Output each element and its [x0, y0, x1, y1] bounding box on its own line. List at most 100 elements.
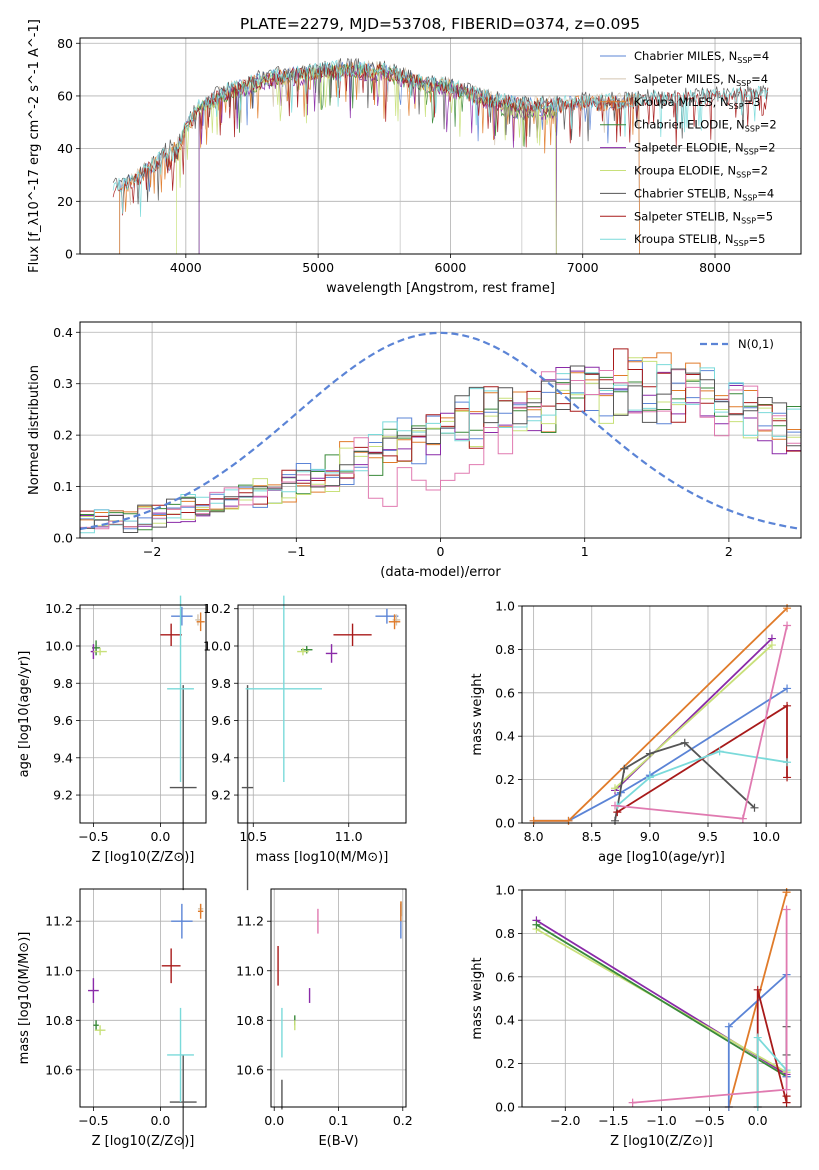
y-tick-label: 40	[57, 141, 73, 156]
axes-frame	[79, 37, 802, 255]
weight-marker	[783, 701, 792, 710]
y-tick-label: 9.2	[53, 788, 73, 803]
error-bar-point	[171, 903, 193, 939]
y-tick-label: 10.8	[45, 1013, 73, 1028]
error-bar-point	[241, 685, 254, 891]
y-tick-label: 80	[57, 36, 73, 51]
y-tick-label: 0.2	[495, 772, 515, 787]
error-bar-point	[93, 1020, 99, 1031]
error-bar-point	[169, 685, 197, 891]
y-tick-label: 10.0	[45, 638, 73, 653]
error-bar-point	[160, 623, 182, 646]
error-bar-point	[94, 1025, 106, 1036]
x-tick-label: −0.5	[78, 1113, 108, 1128]
y-tick-label: 9.2	[211, 788, 231, 803]
y-axis-label: age [log10(age/yr)]	[17, 651, 32, 778]
weight-marker	[753, 985, 762, 994]
y-tick-label: 0.6	[495, 969, 515, 984]
plot-area: N(0,1)	[79, 331, 802, 534]
axes-frame	[79, 888, 207, 1108]
x-tick-label: 10.5	[239, 829, 267, 844]
error-bar-point	[333, 623, 372, 646]
y-tick-label: 0.1	[53, 479, 73, 494]
spectrum-line	[119, 61, 640, 255]
y-tick-label: 0.4	[495, 1013, 515, 1028]
plot-area	[529, 604, 792, 825]
y-tick-label: 0.8	[495, 926, 515, 941]
residual-histogram	[80, 348, 801, 528]
weight-marker	[680, 738, 689, 747]
axes-frame	[270, 888, 407, 1108]
panel-mass-vs-Z: −0.5 0.0 10.6 10.8 11.0 11.2 Z [log10(Z/Z⊙)] ma…	[17, 888, 207, 1150]
y-tick-label: 0.4	[495, 729, 515, 744]
y-tick-label: 10.6	[236, 1062, 264, 1077]
axes-frame	[521, 889, 802, 1108]
x-tick-label: −0.5	[78, 829, 108, 844]
legend-label: Salpeter STELIB, NSSP=5	[634, 209, 773, 225]
y-tick-label: 10.2	[45, 601, 73, 616]
plot-area	[532, 888, 791, 1111]
weight-series	[529, 604, 792, 825]
y-tick-label: 0.6	[495, 685, 515, 700]
x-tick-label: 0	[437, 544, 445, 559]
error-bar-point	[297, 647, 309, 656]
y-tick-label: 11.0	[45, 963, 73, 978]
error-bar-point	[161, 948, 181, 984]
y-axis-label: mass weight	[470, 673, 485, 755]
y-tick-label: 0.4	[53, 325, 73, 340]
weight-marker	[783, 758, 792, 767]
plot-area	[88, 903, 204, 1150]
y-axis-label: mass weight	[470, 957, 485, 1039]
error-bar-point	[169, 1054, 197, 1150]
weight-marker	[620, 764, 629, 773]
weight-marker	[532, 920, 541, 929]
panel-age-vs-Z: −0.5 0.0 9.2 9.4 9.6 9.8 10.0 10.2 Z [log10(Z/Z⊙…	[17, 595, 207, 891]
y-axis-label: mass [log10(M/M⊙)]	[17, 932, 32, 1065]
axes-frame	[521, 605, 802, 824]
y-tick-label: 9.8	[211, 676, 231, 691]
y-tick-label: 10.2	[203, 601, 231, 616]
y-tick-label: 1.0	[495, 883, 515, 898]
x-tick-label: 2	[725, 544, 733, 559]
weight-marker	[724, 1022, 733, 1031]
axes-frame	[79, 321, 802, 539]
gridlines	[271, 889, 406, 1107]
x-axis-label: mass [log10(M/M⊙)]	[256, 850, 389, 865]
panel-spectrum: 4000 5000 6000 7000 8000 0 20 40 60 80 Chabrier MI…	[27, 19, 802, 296]
x-tick-label: 9.0	[640, 829, 660, 844]
x-tick-label: 8.5	[582, 829, 602, 844]
x-tick-label: −1	[287, 544, 305, 559]
y-tick-label: 1.0	[495, 599, 515, 614]
panel-mass-weight-vs-age: 8.0 8.5 9.0 9.5 10.0 0.0 0.2 0.4 0.6 0.8 1.0 age [l…	[470, 599, 802, 865]
y-tick-label: 0.0	[495, 816, 515, 831]
weight-line	[533, 687, 788, 822]
weight-marker	[645, 749, 654, 758]
weight-marker	[611, 816, 619, 825]
x-tick-label: −1.5	[598, 1113, 628, 1128]
x-tick-label: 8.0	[524, 829, 544, 844]
plot-area	[241, 595, 401, 891]
x-tick-label: 0.0	[748, 1113, 768, 1128]
gridlines	[238, 605, 406, 823]
error-bar-point	[197, 903, 204, 919]
panel-mass-vs-EBV: 0.0 0.1 0.2 10.6 10.8 11.0 11.2 E(B-V)	[236, 888, 413, 1149]
y-tick-label: 60	[57, 88, 73, 103]
figure-title: PLATE=2279, MJD=53708, FIBERID=0374, z=0…	[240, 15, 640, 33]
x-tick-label: 11.0	[335, 829, 363, 844]
weight-series	[529, 684, 792, 825]
weight-marker	[529, 816, 538, 825]
residual-histogram	[80, 369, 801, 530]
x-tick-label: 10.0	[752, 829, 780, 844]
x-axis-label: E(B-V)	[318, 1134, 358, 1149]
weight-marker	[767, 641, 776, 650]
weight-line	[616, 750, 788, 807]
weight-marker	[738, 814, 747, 823]
x-axis-label: (data-model)/error	[380, 565, 501, 580]
weight-marker	[611, 801, 619, 810]
error-bar-point	[245, 595, 322, 783]
weight-marker	[783, 621, 792, 630]
y-tick-label: 9.4	[53, 750, 73, 765]
y-axis-label: Normed distribution	[27, 365, 42, 495]
weight-marker	[753, 1033, 762, 1042]
weight-marker	[783, 773, 792, 782]
